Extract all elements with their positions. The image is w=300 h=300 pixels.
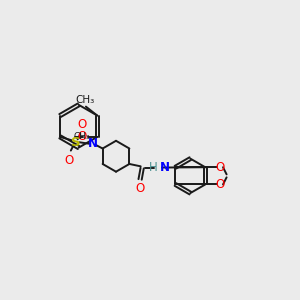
Text: CH₃: CH₃ [75, 95, 94, 105]
Text: O: O [136, 182, 145, 195]
Text: O: O [215, 178, 225, 191]
Text: O: O [215, 161, 225, 174]
Text: S: S [71, 136, 80, 149]
Text: N: N [159, 161, 170, 174]
Text: O: O [77, 130, 86, 143]
Text: N: N [88, 137, 98, 150]
Text: H: H [149, 161, 158, 174]
Text: O: O [77, 118, 87, 131]
Text: CH₃: CH₃ [74, 132, 90, 141]
Text: O: O [64, 154, 74, 166]
